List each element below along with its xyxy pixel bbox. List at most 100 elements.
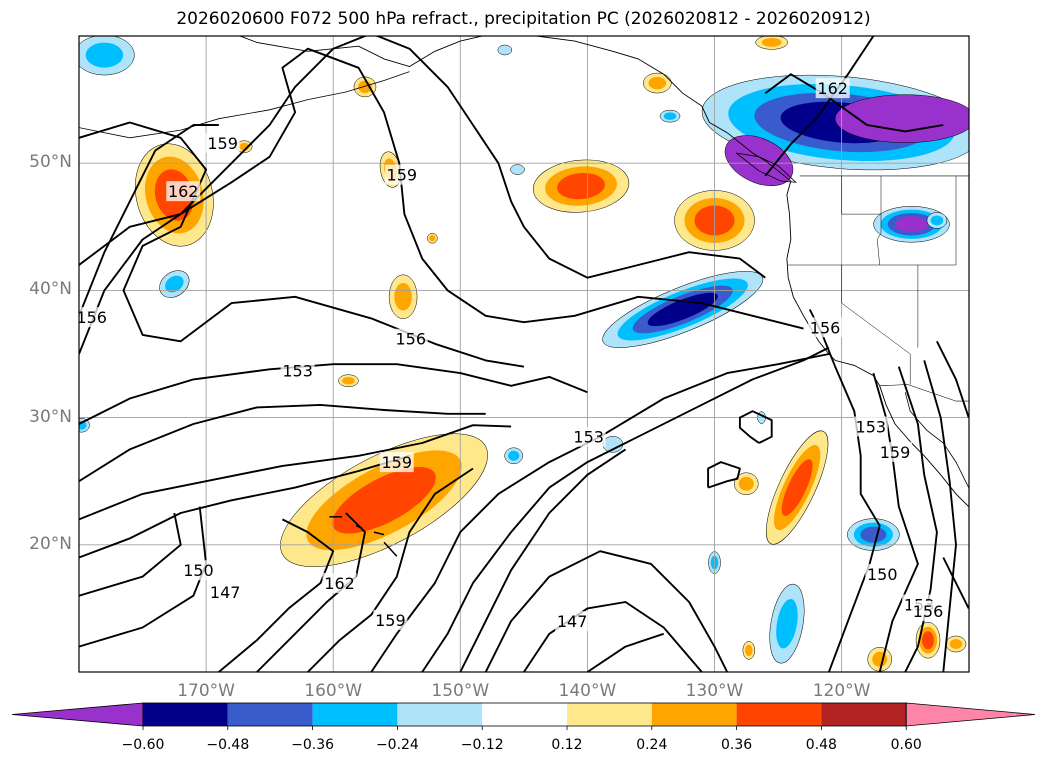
contour-label-backdrop [373,609,408,630]
contour-line [421,346,830,672]
figure-title: 2026020600 F072 500 hPa refract., precip… [176,9,871,29]
state-boundary [876,175,882,266]
longitude-label: 120°W [812,681,871,701]
latitude-label: 40°N [29,279,72,300]
precip-area [834,94,969,143]
precip-area [643,72,672,94]
precipitation-fill-layer [79,13,969,672]
contour-label: 147 [557,612,588,631]
colorbar-extend-low [11,702,144,727]
colorbar-swatch [736,703,822,726]
contour-label: 153 [282,362,313,381]
contour-label-backdrop [853,416,888,437]
precip-outline [643,72,672,94]
colorbar-tick-label: 0.12 [551,737,583,753]
contour-line [218,518,335,672]
contour-label-backdrop [322,572,357,593]
contour-label: 159 [375,611,406,630]
contour-label-backdrop [877,441,912,462]
contour-label: 159 [387,166,418,185]
precip-level [835,94,969,143]
precip-area [677,13,713,25]
contour-line [79,47,804,355]
precip-outline [926,212,948,229]
contour-label-backdrop [205,132,240,153]
precip-outline [915,621,941,659]
longitude-label: 170°W [177,681,235,701]
precip-level [725,135,793,186]
contour-label: 159 [880,443,911,462]
precip-outline [427,232,438,244]
precip-area [280,433,488,568]
precip-area [926,212,948,229]
colorbar-tick-label: −0.24 [375,737,419,753]
state-boundary [841,175,881,215]
precip-level [332,467,436,534]
precip-area [427,232,438,244]
colorbar-tick-label: −0.12 [460,737,504,753]
precip-outline [510,164,525,175]
contour-label: 150 [183,561,214,580]
contour-label: 147 [210,583,241,602]
precip-level [602,436,623,453]
contour-label-backdrop [280,360,315,381]
contour-line [79,454,410,559]
contour-line [586,632,665,672]
precip-area [659,109,681,123]
colorbar-swatch [482,703,567,726]
precip-outline [134,143,214,247]
precip-level [930,215,944,226]
contour-label: 153 [856,418,887,437]
precip-area [532,159,630,213]
hawaii-coast [383,541,398,557]
precip-outline [834,94,969,143]
precip-level [894,216,929,233]
contour-label-backdrop [166,181,201,202]
precip-outline [742,641,756,660]
precip-area [867,647,892,672]
precip-area [388,274,418,320]
precip-area [847,518,900,551]
precip-level [85,42,124,68]
precip-outline [659,109,681,123]
precip-outline [353,76,377,98]
bc-coastline [709,122,969,507]
precip-level [429,235,436,242]
contour-label-backdrop [865,564,900,585]
contour-line [764,73,944,133]
contour-line [738,410,773,444]
alaska-coastline [238,36,710,123]
contour-label: 156 [395,330,426,349]
precip-outline [497,44,513,56]
precip-area [724,135,794,186]
contour-line [79,506,208,648]
colorbar-swatch [397,703,483,726]
graticule [79,36,969,672]
precip-outline [677,13,713,25]
contour-label: 150 [867,565,898,584]
precip-outline [769,583,805,664]
colorbar-swatch [143,703,228,726]
contour-line [307,467,474,672]
contour-line [707,461,741,489]
contour-line [79,512,182,597]
precip-level [781,459,813,516]
contour-label: 156 [76,308,107,327]
precip-outline [532,159,630,213]
longitude-label: 160°W [304,681,363,701]
contour-line [79,36,766,279]
contour-line [923,360,957,672]
contour-label: 162 [817,79,848,98]
contour-label: 159 [207,134,238,153]
precip-level [776,598,798,649]
precip-level [684,16,707,24]
precip-outline [79,417,90,433]
colorbar-tick-label: −0.48 [206,737,250,753]
precip-level [922,631,935,650]
precip-area [765,430,829,545]
precip-level [745,644,753,657]
colorbar-swatch [312,703,398,726]
precip-level [342,376,355,385]
precip-area [945,635,967,653]
